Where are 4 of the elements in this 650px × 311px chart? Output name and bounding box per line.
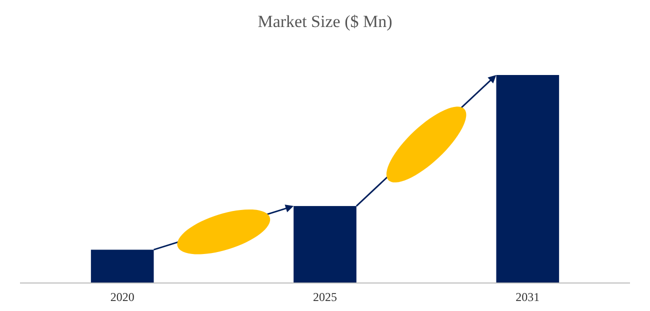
x-tick-label: 2020: [110, 290, 134, 304]
chart-title: Market Size ($ Mn): [258, 12, 392, 31]
x-tick-label: 2025: [313, 290, 337, 304]
x-tick-label: 2031: [516, 290, 540, 304]
